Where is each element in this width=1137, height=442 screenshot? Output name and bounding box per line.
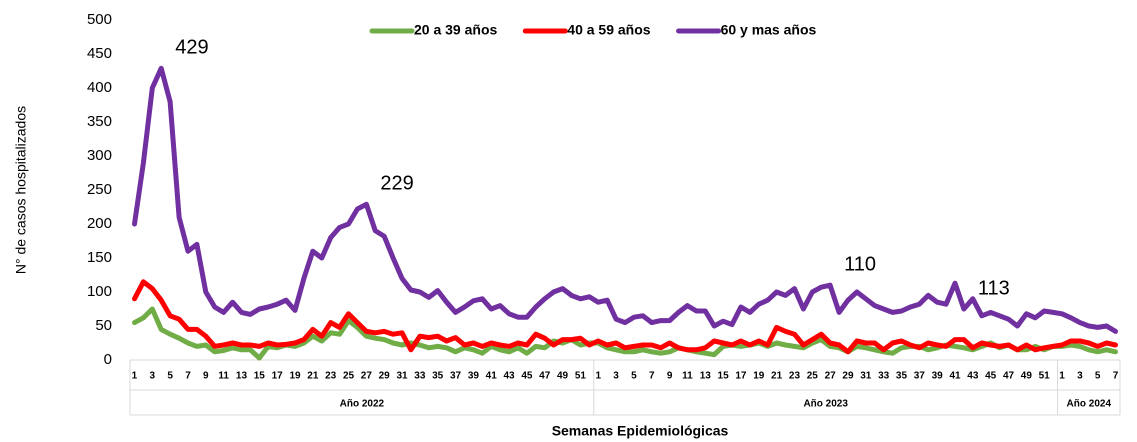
x-tick-label: 11 [682, 371, 693, 382]
x-tick-label: 7 [185, 371, 191, 382]
x-tick-label: 31 [860, 371, 872, 382]
x-tick-label: 29 [842, 371, 854, 382]
legend-label: 20 a 39 años [414, 22, 497, 38]
x-tick-label: 37 [450, 371, 462, 382]
data-label: 229 [380, 173, 413, 195]
x-tick-label: 3 [613, 371, 619, 382]
group-label: Año 2023 [803, 399, 848, 410]
x-tick-label: 33 [878, 371, 890, 382]
x-tick-label: 7 [649, 371, 655, 382]
x-tick-label: 45 [985, 371, 997, 382]
x-tick-label: 51 [1039, 371, 1051, 382]
x-axis-title: Semanas Epidemiológicas [552, 423, 729, 439]
x-tick-label: 29 [379, 371, 391, 382]
series-line [132, 279, 1118, 355]
x-tick-label: 23 [325, 371, 337, 382]
data-label: 113 [978, 277, 1010, 299]
x-tick-label: 41 [949, 371, 961, 382]
x-tick-label: 1 [1059, 371, 1065, 382]
x-tick-label: 27 [361, 371, 373, 382]
y-tick-label: 500 [87, 11, 112, 28]
x-tick-label: 5 [1095, 371, 1101, 382]
y-tick-label: 100 [87, 283, 112, 300]
y-tick-label: 400 [87, 79, 112, 96]
y-tick-label: 350 [87, 113, 112, 130]
y-axis-title: N° de casos hospitalizados [13, 106, 29, 274]
y-tick-label: 300 [87, 147, 112, 164]
x-tick-label: 7 [1113, 371, 1119, 382]
legend-label: 60 y mas años [721, 22, 817, 38]
x-tick-label: 15 [254, 371, 266, 382]
x-tick-label: 41 [486, 371, 498, 382]
x-tick-label: 25 [807, 371, 819, 382]
group-label: Año 2022 [340, 399, 385, 410]
data-label: 110 [844, 253, 876, 275]
y-tick-label: 50 [95, 317, 112, 334]
x-tick-label: 43 [503, 371, 515, 382]
x-tick-label: 1 [132, 371, 138, 382]
x-tick-label: 13 [700, 371, 712, 382]
data-label: 429 [175, 37, 208, 59]
x-tick-label: 11 [218, 371, 229, 382]
x-tick-label: 23 [789, 371, 801, 382]
x-tick-label: 45 [521, 371, 533, 382]
x-tick-label: 21 [307, 371, 319, 382]
x-tick-label: 15 [718, 371, 730, 382]
y-tick-label: 150 [87, 249, 112, 266]
y-tick-label: 450 [87, 45, 112, 62]
x-tick-label: 51 [575, 371, 587, 382]
x-tick-label: 19 [753, 371, 765, 382]
x-tick-label: 31 [396, 371, 408, 382]
x-tick-label: 49 [1021, 371, 1033, 382]
x-tick-label: 47 [1003, 371, 1015, 382]
x-tick-label: 5 [631, 371, 637, 382]
y-tick-label: 200 [87, 215, 112, 232]
x-tick-label: 27 [825, 371, 837, 382]
x-tick-label: 17 [735, 371, 747, 382]
x-tick-label: 3 [150, 371, 156, 382]
x-tick-label: 49 [557, 371, 569, 382]
x-tick-label: 25 [343, 371, 355, 382]
x-tick-label: 47 [539, 371, 551, 382]
series-line [132, 65, 1118, 334]
x-tick-label: 3 [1077, 371, 1083, 382]
legend-label: 40 a 59 años [567, 22, 650, 38]
x-tick-label: 9 [667, 371, 673, 382]
x-tick-label: 33 [414, 371, 426, 382]
x-tick-label: 35 [432, 371, 444, 382]
series-line [132, 306, 1118, 361]
x-tick-label: 19 [289, 371, 301, 382]
x-tick-label: 17 [272, 371, 284, 382]
y-tick-label: 0 [104, 351, 112, 368]
x-tick-label: 37 [914, 371, 926, 382]
x-tick-label: 39 [468, 371, 480, 382]
x-tick-label: 1 [595, 371, 601, 382]
x-tick-label: 39 [932, 371, 944, 382]
x-tick-label: 35 [896, 371, 908, 382]
x-tick-label: 43 [967, 371, 979, 382]
x-tick-label: 9 [203, 371, 209, 382]
x-tick-label: 21 [771, 371, 783, 382]
x-tick-label: 5 [167, 371, 173, 382]
group-label: Año 2024 [1067, 399, 1112, 410]
x-tick-label: 13 [236, 371, 248, 382]
y-tick-label: 250 [87, 181, 112, 198]
